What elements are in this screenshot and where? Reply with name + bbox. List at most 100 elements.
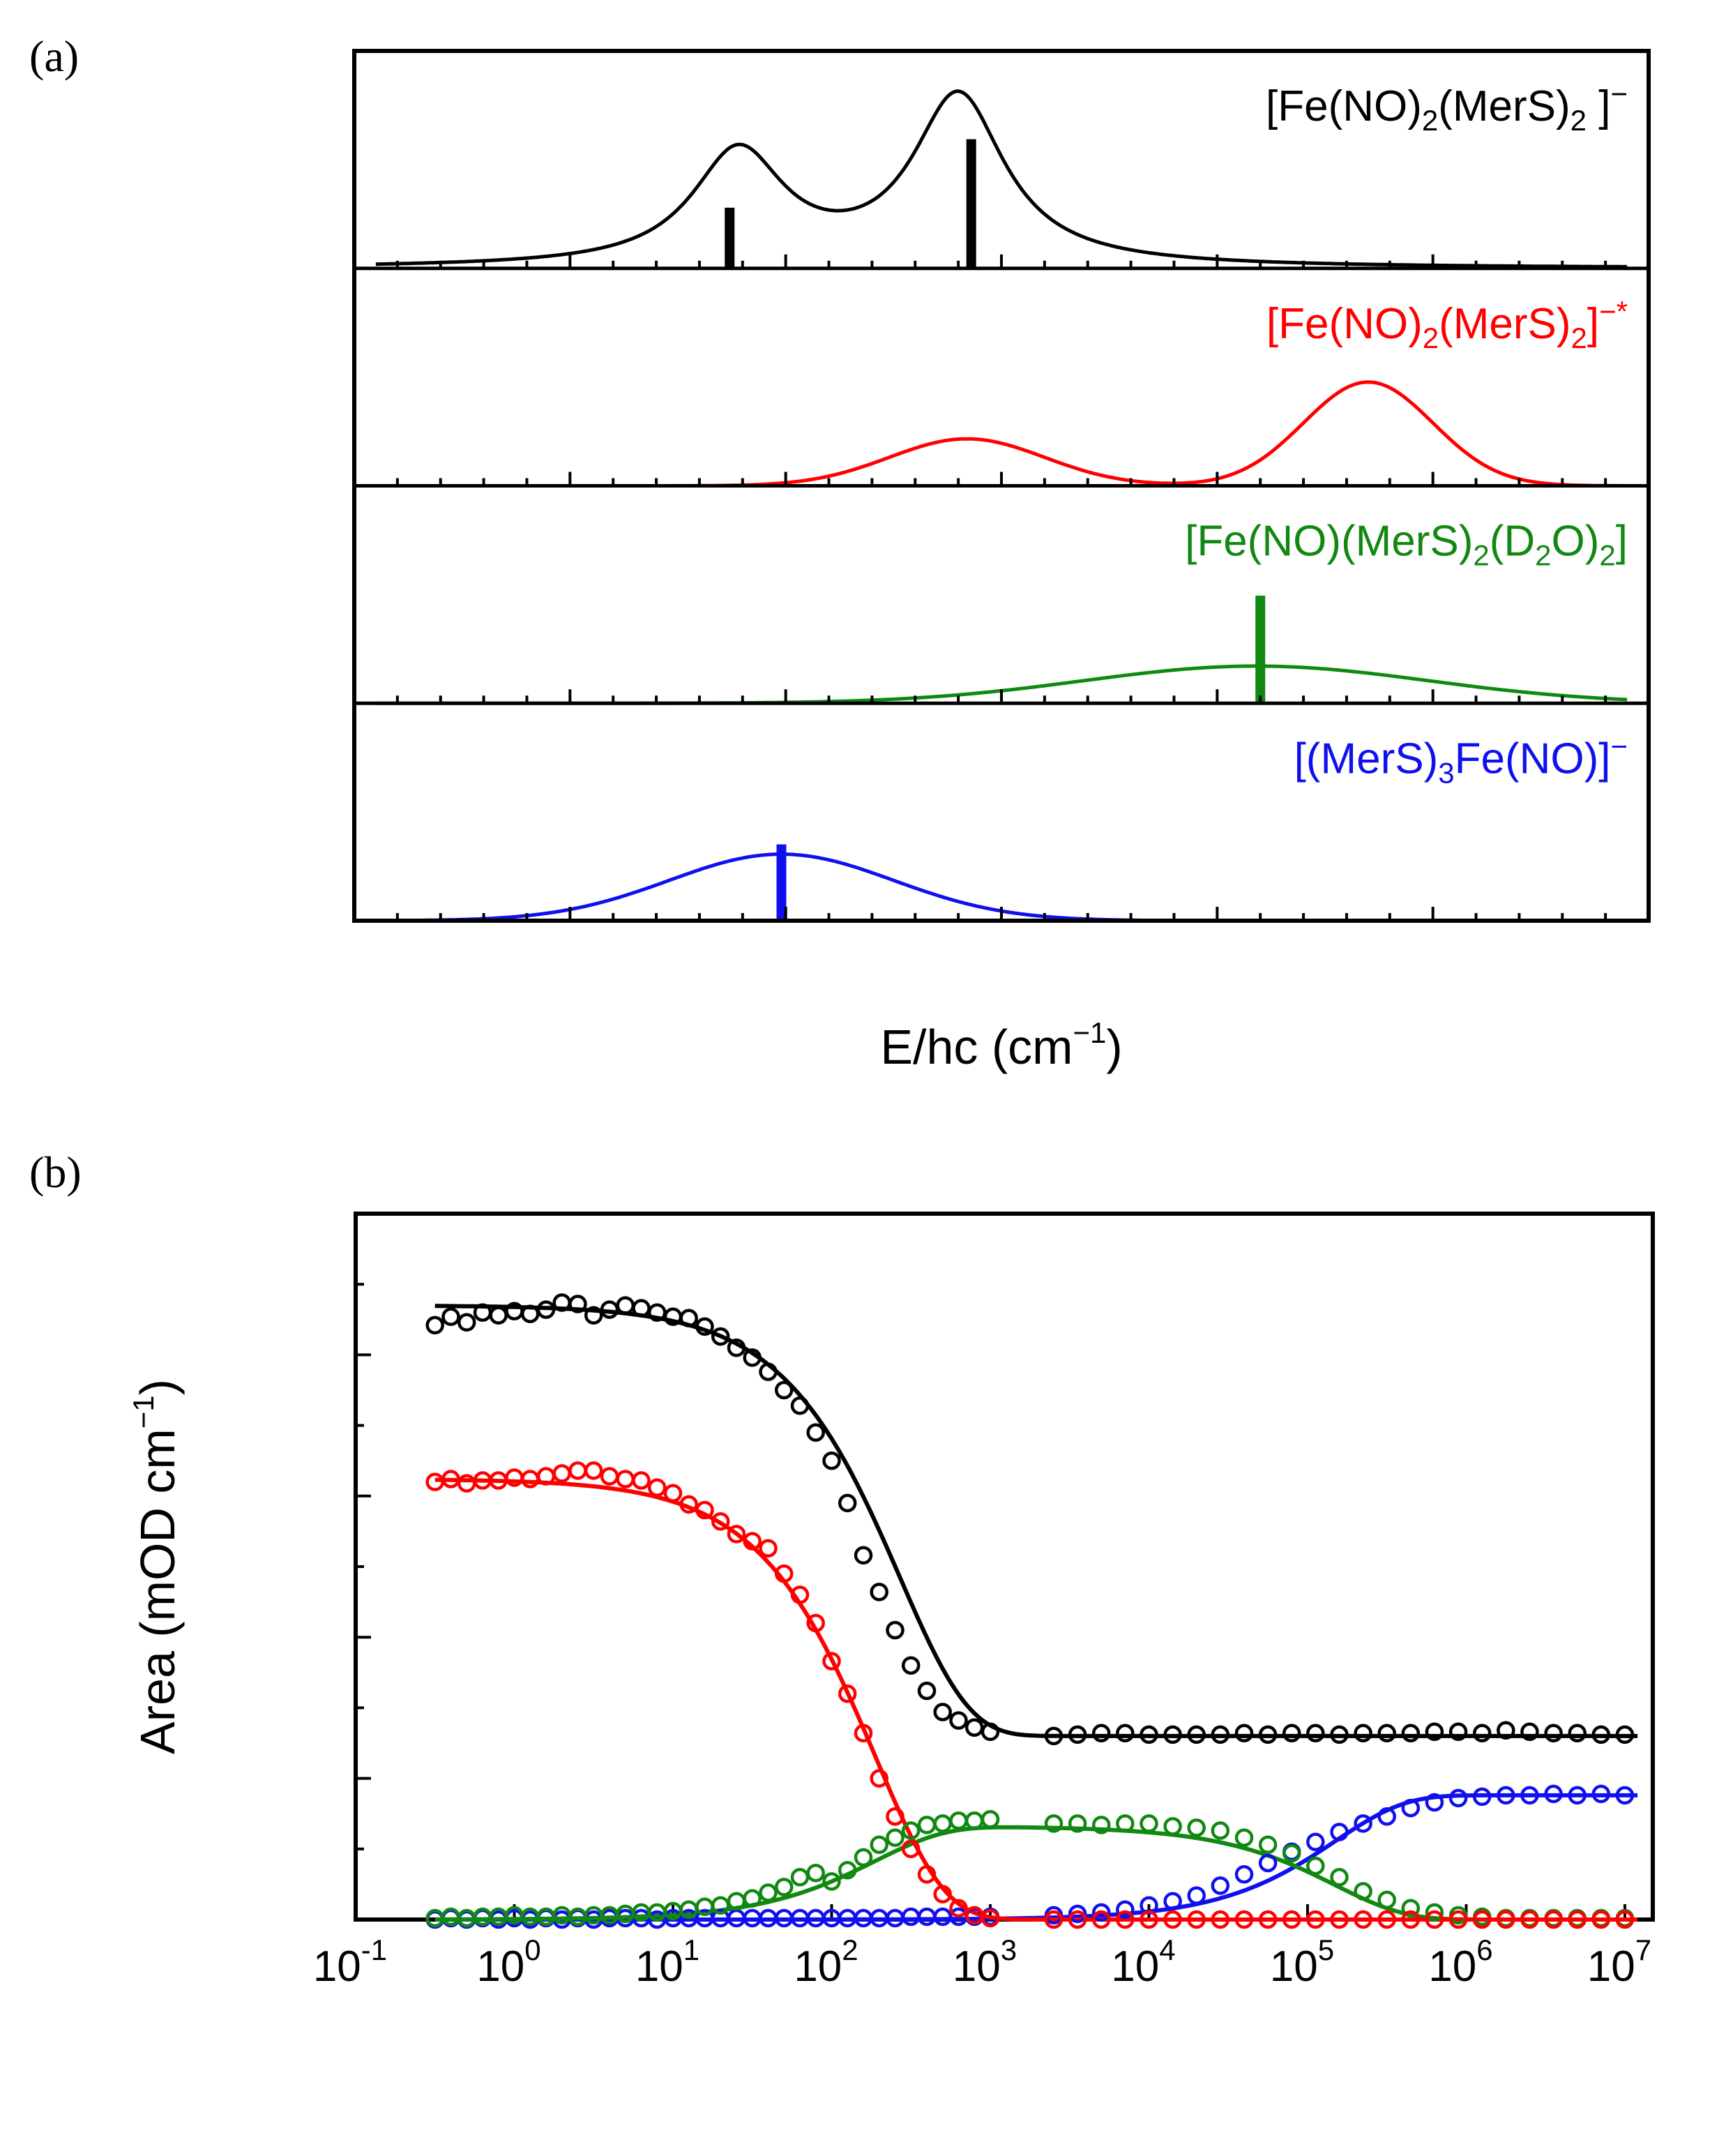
data-point-black-47 <box>1306 1724 1325 1743</box>
data-point-green-27 <box>854 1848 873 1867</box>
data-point-black-25 <box>822 1451 841 1470</box>
data-point-red-23 <box>790 1585 810 1604</box>
data-point-blue-39 <box>1116 1900 1135 1920</box>
data-point-blue-41 <box>1163 1892 1182 1910</box>
data-point-green-48 <box>1330 1868 1349 1887</box>
data-point-black-48 <box>1330 1725 1349 1744</box>
data-point-green-44 <box>1234 1828 1254 1847</box>
data-point-black-19 <box>727 1339 746 1357</box>
data-point-green-40 <box>1140 1814 1158 1833</box>
data-point-red-59 <box>1591 1910 1611 1929</box>
data-point-black-52 <box>1425 1722 1444 1742</box>
x-axis-title-a: E/hc (cm−1) <box>880 1016 1122 1074</box>
data-point-green-36 <box>1044 1814 1064 1833</box>
data-point-black-33 <box>949 1711 968 1730</box>
x-tick-label-b-0: 10-1 <box>313 1933 387 1991</box>
data-point-black-30 <box>901 1656 921 1675</box>
data-point-red-55 <box>1497 1910 1515 1929</box>
stick-s1-0 <box>725 207 735 269</box>
data-point-black-36 <box>1044 1726 1064 1746</box>
data-point-black-35 <box>981 1722 1000 1742</box>
data-point-red-32 <box>933 1885 952 1904</box>
data-point-green-50 <box>1377 1890 1396 1909</box>
data-point-black-24 <box>806 1423 825 1442</box>
species-label-s4: [(MerS)3​Fe(NO)]−​ <box>1294 730 1628 789</box>
data-point-black-50 <box>1377 1724 1396 1743</box>
data-point-green-42 <box>1187 1818 1206 1837</box>
data-point-blue-52 <box>1425 1793 1444 1812</box>
data-point-black-32 <box>933 1703 952 1721</box>
data-point-blue-51 <box>1401 1798 1421 1818</box>
data-point-blue-54 <box>1472 1787 1492 1807</box>
panel-label-a: (a) <box>29 31 79 81</box>
species-label-s2: [Fe(NO)2​(MerS)2​]−*​ <box>1266 295 1628 354</box>
data-point-red-49 <box>1354 1910 1372 1929</box>
species-label-s3: [Fe(NO)(MerS)2​(D2​O)2​] <box>1185 518 1628 572</box>
data-point-red-48 <box>1330 1910 1349 1929</box>
data-point-black-43 <box>1211 1725 1230 1744</box>
data-point-green-38 <box>1091 1816 1111 1834</box>
data-point-blue-49 <box>1354 1814 1372 1833</box>
data-point-blue-37 <box>1068 1904 1087 1924</box>
data-point-red-46 <box>1282 1910 1301 1929</box>
stick-s1-1 <box>966 139 976 269</box>
data-point-black-10 <box>584 1306 603 1325</box>
data-point-black-56 <box>1520 1722 1539 1742</box>
data-point-red-42 <box>1187 1910 1206 1929</box>
x-tick-label-b-8: 107 <box>1587 1933 1651 1991</box>
data-point-green-26 <box>838 1860 857 1880</box>
data-point-blue-57 <box>1544 1784 1563 1804</box>
data-point-red-10 <box>584 1461 603 1480</box>
data-point-red-51 <box>1401 1910 1421 1929</box>
data-point-red-25 <box>822 1652 841 1671</box>
spectra-chart: [Fe(NO)2​(MerS)2​ ]−​ [Fe(NO)2​(MerS)2​]−… <box>352 49 1651 1074</box>
data-point-red-18 <box>711 1512 730 1531</box>
data-point-red-28 <box>870 1769 888 1788</box>
data-point-red-19 <box>727 1525 746 1544</box>
data-point-red-37 <box>1068 1910 1087 1929</box>
data-point-red-24 <box>806 1613 825 1633</box>
data-point-red-16 <box>679 1495 698 1514</box>
data-point-red-30 <box>901 1839 921 1859</box>
data-point-green-18 <box>711 1896 730 1915</box>
data-point-black-14 <box>647 1303 667 1322</box>
data-point-green-37 <box>1068 1814 1087 1833</box>
data-point-blue-42 <box>1187 1886 1206 1905</box>
data-point-black-18 <box>711 1327 730 1346</box>
panel-label-b: (b) <box>29 1147 82 1197</box>
data-point-red-14 <box>647 1478 667 1497</box>
data-point-blue-53 <box>1448 1788 1468 1808</box>
data-point-black-9 <box>568 1295 587 1313</box>
data-point-red-54 <box>1472 1910 1492 1929</box>
data-point-red-36 <box>1044 1910 1064 1929</box>
data-point-black-58 <box>1568 1724 1587 1743</box>
x-tick-label-b-6: 105 <box>1270 1933 1334 1991</box>
species-label-s1: [Fe(NO)2​(MerS)2​ ]−​ <box>1266 77 1628 137</box>
data-point-red-27 <box>854 1724 873 1743</box>
data-point-blue-60 <box>1615 1786 1635 1805</box>
data-point-green-30 <box>901 1821 921 1840</box>
data-point-blue-38 <box>1091 1903 1111 1922</box>
data-point-red-58 <box>1568 1910 1587 1929</box>
data-point-red-40 <box>1140 1910 1158 1929</box>
data-point-red-47 <box>1306 1910 1325 1929</box>
data-point-green-35 <box>981 1810 1000 1829</box>
data-point-green-22 <box>774 1878 794 1897</box>
spectrum-curve-s1 <box>375 89 1628 269</box>
data-point-black-1 <box>441 1307 460 1327</box>
spectra-frame <box>352 49 1651 923</box>
data-point-red-26 <box>838 1684 857 1703</box>
x-tick-label-b-5: 104 <box>1111 1933 1175 1991</box>
data-point-red-57 <box>1544 1910 1563 1929</box>
data-point-black-7 <box>536 1300 556 1319</box>
data-point-green-21 <box>759 1883 778 1902</box>
data-point-black-0 <box>425 1316 444 1335</box>
data-point-red-38 <box>1091 1910 1111 1929</box>
data-point-black-29 <box>886 1620 905 1640</box>
data-point-blue-47 <box>1306 1832 1325 1851</box>
data-point-black-26 <box>838 1493 857 1513</box>
data-point-green-28 <box>870 1835 888 1854</box>
data-point-black-49 <box>1354 1724 1372 1743</box>
data-point-green-45 <box>1258 1835 1278 1854</box>
data-point-red-21 <box>759 1539 778 1558</box>
